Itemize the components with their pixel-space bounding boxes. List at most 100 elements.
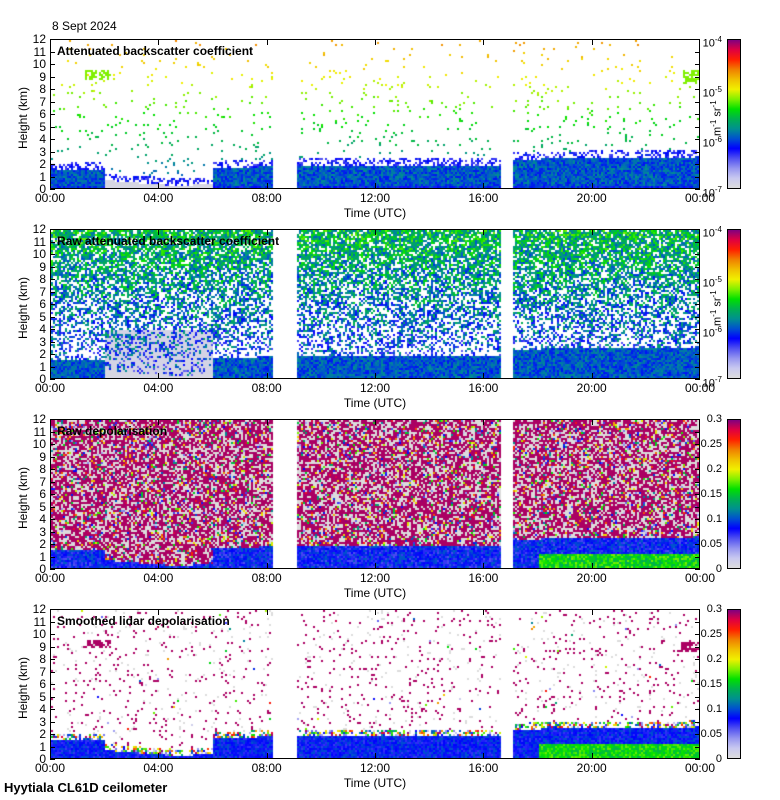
y-tick-mark (50, 532, 55, 533)
y-tick-mark (695, 189, 700, 190)
y-tick-mark (695, 444, 700, 445)
tick-base: 10 (702, 37, 715, 50)
y-tick-mark (695, 267, 700, 268)
tick-base: 10 (702, 137, 715, 150)
colorbar-tick-label: 0 (715, 563, 722, 575)
y-tick-label: 3 (39, 524, 46, 539)
y-tick-mark (695, 569, 700, 570)
tick-exponent: -5 (714, 275, 722, 284)
y-tick-mark (695, 609, 700, 610)
tick-exponent: -4 (714, 225, 722, 234)
y-tick-mark (50, 354, 55, 355)
y-tick-mark (50, 747, 55, 748)
x-tick-mark (592, 609, 593, 615)
x-tick-mark (699, 753, 700, 759)
x-tick-label: 20:00 (576, 571, 607, 585)
date-label: 8 Sept 2024 (52, 19, 117, 33)
x-axis-label: Time (UTC) (343, 396, 407, 410)
heatmap-canvas (51, 230, 699, 378)
colorbar-tick-label: 0.3 (706, 413, 722, 425)
y-tick-label: 11 (33, 234, 46, 249)
y-tick-mark (695, 734, 700, 735)
x-axis-label: Time (UTC) (343, 206, 407, 220)
y-axis-label: Height (km) (16, 276, 30, 339)
colorbar (727, 609, 741, 759)
y-tick-label: 10 (32, 57, 46, 71)
y-tick-mark (50, 432, 55, 433)
x-tick-mark (50, 609, 51, 615)
y-tick-mark (50, 279, 55, 280)
x-tick-mark (267, 563, 268, 569)
y-tick-mark (695, 697, 700, 698)
tick-base: 10 (702, 377, 715, 390)
heatmap-canvas (51, 420, 699, 568)
y-tick-mark (50, 39, 55, 40)
x-tick-label: 08:00 (251, 761, 282, 775)
x-tick-mark (158, 183, 159, 189)
y-tick-label: 2 (39, 537, 46, 551)
x-tick-mark (483, 373, 484, 379)
y-tick-mark (50, 52, 55, 53)
y-tick-mark (50, 469, 55, 470)
panel-title: Raw attenuated backscatter coefficient (57, 234, 280, 248)
panel-title: Raw depolarisation (57, 424, 168, 438)
colorbar-tick-label: 10-7 (682, 374, 722, 390)
y-tick-label: 11 (33, 44, 46, 59)
x-tick-mark (158, 39, 159, 45)
y-tick-mark (50, 317, 55, 318)
y-tick-mark (50, 697, 55, 698)
y-tick-mark (50, 544, 55, 545)
y-tick-mark (695, 622, 700, 623)
x-tick-label: 00:00 (684, 761, 716, 775)
y-tick-mark (695, 684, 700, 685)
y-tick-label: 0 (39, 182, 46, 196)
colorbar-tick-label: 0.2 (706, 653, 722, 665)
heatmap-canvas (51, 610, 699, 758)
unit-part: sr (711, 107, 724, 120)
y-tick-mark (50, 659, 55, 660)
y-tick-mark (695, 722, 700, 723)
unit-part: m (711, 126, 724, 136)
y-tick-label: 12 (32, 222, 46, 236)
y-tick-mark (50, 569, 55, 570)
y-tick-mark (695, 304, 700, 305)
y-tick-mark (50, 304, 55, 305)
panel-title: Attenuated backscatter coefficient (57, 44, 254, 58)
x-tick-mark (699, 563, 700, 569)
y-tick-mark (50, 672, 55, 673)
x-tick-mark (483, 753, 484, 759)
x-tick-mark (592, 419, 593, 425)
heatmap-plot-4: Smoothed lidar depolarisation (50, 609, 700, 759)
x-tick-mark (158, 373, 159, 379)
y-tick-mark (50, 684, 55, 685)
y-tick-label: 4 (39, 132, 46, 146)
colorbar-tick-label: 0.15 (700, 488, 722, 500)
y-tick-label: 7 (39, 664, 46, 679)
x-tick-mark (699, 229, 700, 235)
colorbar (727, 229, 741, 379)
y-tick-mark (695, 342, 700, 343)
y-tick-mark (695, 52, 700, 53)
x-tick-mark (158, 229, 159, 235)
x-tick-mark (375, 229, 376, 235)
x-tick-label: 00:00 (34, 571, 66, 585)
x-tick-mark (699, 39, 700, 45)
y-tick-label: 6 (39, 677, 46, 691)
colorbar-tick-label: 0.2 (706, 463, 722, 475)
y-tick-mark (695, 102, 700, 103)
x-tick-mark (267, 183, 268, 189)
y-tick-label: 10 (32, 627, 46, 641)
y-tick-mark (695, 457, 700, 458)
x-tick-mark (483, 39, 484, 45)
y-tick-mark (50, 139, 55, 140)
y-tick-mark (50, 482, 55, 483)
y-tick-mark (50, 292, 55, 293)
y-tick-mark (695, 544, 700, 545)
x-tick-mark (699, 419, 700, 425)
y-tick-mark (695, 532, 700, 533)
x-tick-label: 16:00 (468, 571, 499, 585)
x-tick-mark (50, 39, 51, 45)
x-tick-mark (50, 229, 51, 235)
x-tick-label: 00:00 (684, 191, 716, 205)
x-tick-mark (592, 39, 593, 45)
